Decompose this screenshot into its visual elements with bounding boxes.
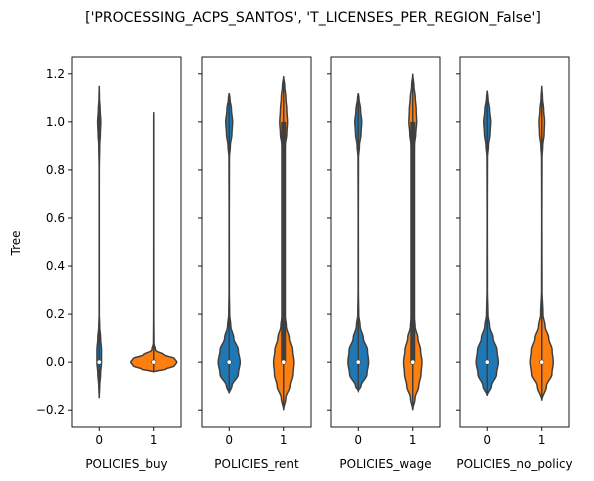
x-tick-label: 1 [150,433,158,447]
x-tick-label: 0 [354,433,362,447]
subplot-POLICIES_no_policy: 0 1 POLICIES_no_policy [456,56,573,471]
violin-median-1 [151,359,157,365]
y-tick-label: 0.0 [46,355,65,369]
x-tick-label: 1 [409,433,417,447]
subplot-POLICIES_buy: −0.2 0.0 0.2 0.4 0.6 0.8 1.0 1.2 0 1 POLICIES_buy [36,56,182,471]
violin-median-1 [281,359,287,365]
subplot-POLICIES_wage: 0 1 POLICIES_wage [327,56,441,471]
x-tick-label: 1 [280,433,288,447]
y-axis-label: Tree [9,230,23,256]
y-tick-label: −0.2 [36,403,65,417]
x-tick-label: 0 [483,433,491,447]
x-tick-label: 1 [538,433,546,447]
subplot-frame [201,56,312,428]
violin-median-0 [355,359,361,365]
figure-title: ['PROCESSING_ACPS_SANTOS', 'T_LICENSES_P… [85,10,541,26]
subplot-POLICIES_rent: 0 1 POLICIES_rent [198,56,312,471]
y-tick-label: 0.8 [46,163,65,177]
subplot-panels: −0.2 0.0 0.2 0.4 0.6 0.8 1.0 1.2 0 1 POLICIES_buy 0… [36,56,573,471]
x-axis-label: POLICIES_wage [339,457,431,471]
y-tick-label: 1.2 [46,67,65,81]
subplot-frame [330,56,441,428]
y-tick-label: 0.4 [46,259,65,273]
y-tick-label: 1.0 [46,115,65,129]
subplot-frame [459,56,570,428]
violin-median-0 [484,359,490,365]
y-tick-label: 0.2 [46,307,65,321]
x-tick-label: 0 [95,433,103,447]
violin-median-0 [96,359,102,365]
violin-median-1 [410,359,416,365]
y-tick-label: 0.6 [46,211,65,225]
x-tick-label: 0 [225,433,233,447]
violin-median-1 [539,359,545,365]
subplot-frame [71,56,182,428]
x-axis-label: POLICIES_rent [214,457,299,471]
x-axis-label: POLICIES_no_policy [456,457,572,471]
violin-median-0 [226,359,232,365]
x-axis-label: POLICIES_buy [85,457,167,471]
